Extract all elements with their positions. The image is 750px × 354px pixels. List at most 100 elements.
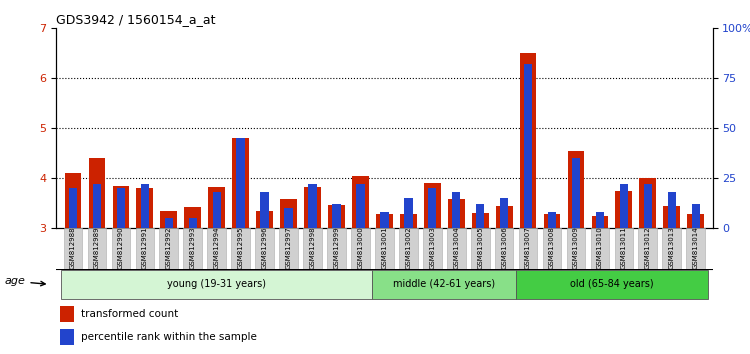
Bar xyxy=(404,198,412,228)
Text: GSM812998: GSM812998 xyxy=(310,227,316,269)
Bar xyxy=(260,192,268,228)
Bar xyxy=(255,228,274,269)
Text: GSM812993: GSM812993 xyxy=(190,227,196,269)
Bar xyxy=(356,184,364,228)
Bar xyxy=(472,213,488,228)
Bar xyxy=(640,178,656,228)
Bar xyxy=(399,228,418,269)
Bar xyxy=(452,192,460,228)
Bar xyxy=(638,228,657,269)
Text: GSM812996: GSM812996 xyxy=(262,227,268,269)
Bar xyxy=(376,214,393,228)
Bar xyxy=(141,184,149,228)
Text: GSM812994: GSM812994 xyxy=(214,227,220,269)
Bar xyxy=(448,199,464,228)
Bar xyxy=(476,204,484,228)
Bar xyxy=(548,212,556,228)
Bar xyxy=(495,228,514,269)
Bar xyxy=(209,187,225,228)
Bar xyxy=(567,228,585,269)
Bar xyxy=(279,228,298,269)
Bar xyxy=(496,206,512,228)
Text: GSM813002: GSM813002 xyxy=(405,227,411,269)
Bar xyxy=(304,187,321,228)
Bar xyxy=(328,205,345,228)
Text: GSM813013: GSM813013 xyxy=(669,227,675,269)
Text: GSM812990: GSM812990 xyxy=(118,227,124,269)
Bar xyxy=(428,188,436,228)
Text: GSM813009: GSM813009 xyxy=(573,227,579,269)
Text: GSM812995: GSM812995 xyxy=(238,227,244,269)
Text: middle (42-61 years): middle (42-61 years) xyxy=(393,279,495,289)
Bar xyxy=(61,270,373,299)
Bar xyxy=(165,218,173,228)
Bar xyxy=(117,188,125,228)
Bar xyxy=(93,184,101,228)
Text: age: age xyxy=(4,276,45,286)
Bar xyxy=(231,228,250,269)
Bar xyxy=(620,184,628,228)
Bar xyxy=(160,228,178,269)
Bar xyxy=(303,228,322,269)
Text: GSM813014: GSM813014 xyxy=(693,227,699,269)
Bar xyxy=(380,212,388,228)
Text: GSM812991: GSM812991 xyxy=(142,227,148,269)
Bar xyxy=(327,228,346,269)
Bar xyxy=(351,228,370,269)
Text: young (19-31 years): young (19-31 years) xyxy=(167,279,266,289)
Bar xyxy=(184,207,201,228)
Bar xyxy=(423,228,442,269)
Text: GSM813007: GSM813007 xyxy=(525,227,531,269)
Bar xyxy=(136,188,153,228)
Text: transformed count: transformed count xyxy=(80,309,178,319)
Bar xyxy=(471,228,490,269)
Bar xyxy=(662,228,681,269)
Text: GSM812992: GSM812992 xyxy=(166,227,172,269)
Text: GSM813003: GSM813003 xyxy=(429,227,435,269)
Bar xyxy=(543,228,561,269)
Bar xyxy=(375,228,394,269)
Bar xyxy=(256,211,273,228)
Bar xyxy=(592,216,608,228)
Text: old (65-84 years): old (65-84 years) xyxy=(570,279,654,289)
Bar xyxy=(568,151,584,228)
Text: GSM813004: GSM813004 xyxy=(453,227,459,269)
Bar xyxy=(112,228,130,269)
Text: GSM813010: GSM813010 xyxy=(597,227,603,269)
Bar xyxy=(664,206,680,228)
Bar xyxy=(64,173,82,228)
Bar xyxy=(686,228,705,269)
Bar xyxy=(668,192,676,228)
Text: GSM813012: GSM813012 xyxy=(645,227,651,269)
Bar xyxy=(188,218,197,228)
Bar xyxy=(236,138,244,228)
Bar xyxy=(596,212,604,228)
Bar xyxy=(373,270,516,299)
Bar xyxy=(332,204,340,228)
Bar xyxy=(590,228,609,269)
Bar xyxy=(160,211,177,228)
Bar xyxy=(447,228,466,269)
Bar xyxy=(400,214,417,228)
Bar xyxy=(69,188,77,228)
Bar xyxy=(212,192,221,228)
Bar xyxy=(64,228,82,269)
Bar xyxy=(424,183,441,228)
Bar xyxy=(644,184,652,228)
Text: GSM812989: GSM812989 xyxy=(94,227,100,269)
Bar xyxy=(614,228,633,269)
Bar xyxy=(616,191,632,228)
Text: GSM812988: GSM812988 xyxy=(70,227,76,269)
Bar xyxy=(692,204,700,228)
Text: GSM812997: GSM812997 xyxy=(286,227,292,269)
Bar xyxy=(112,186,129,228)
Bar xyxy=(208,228,226,269)
Text: GDS3942 / 1560154_a_at: GDS3942 / 1560154_a_at xyxy=(56,13,216,26)
Text: GSM813000: GSM813000 xyxy=(358,227,364,269)
Text: GSM813005: GSM813005 xyxy=(477,227,483,269)
Bar xyxy=(572,158,580,228)
Text: percentile rank within the sample: percentile rank within the sample xyxy=(80,332,256,342)
Bar xyxy=(308,184,316,228)
Text: GSM813006: GSM813006 xyxy=(501,227,507,269)
Bar xyxy=(687,214,704,228)
